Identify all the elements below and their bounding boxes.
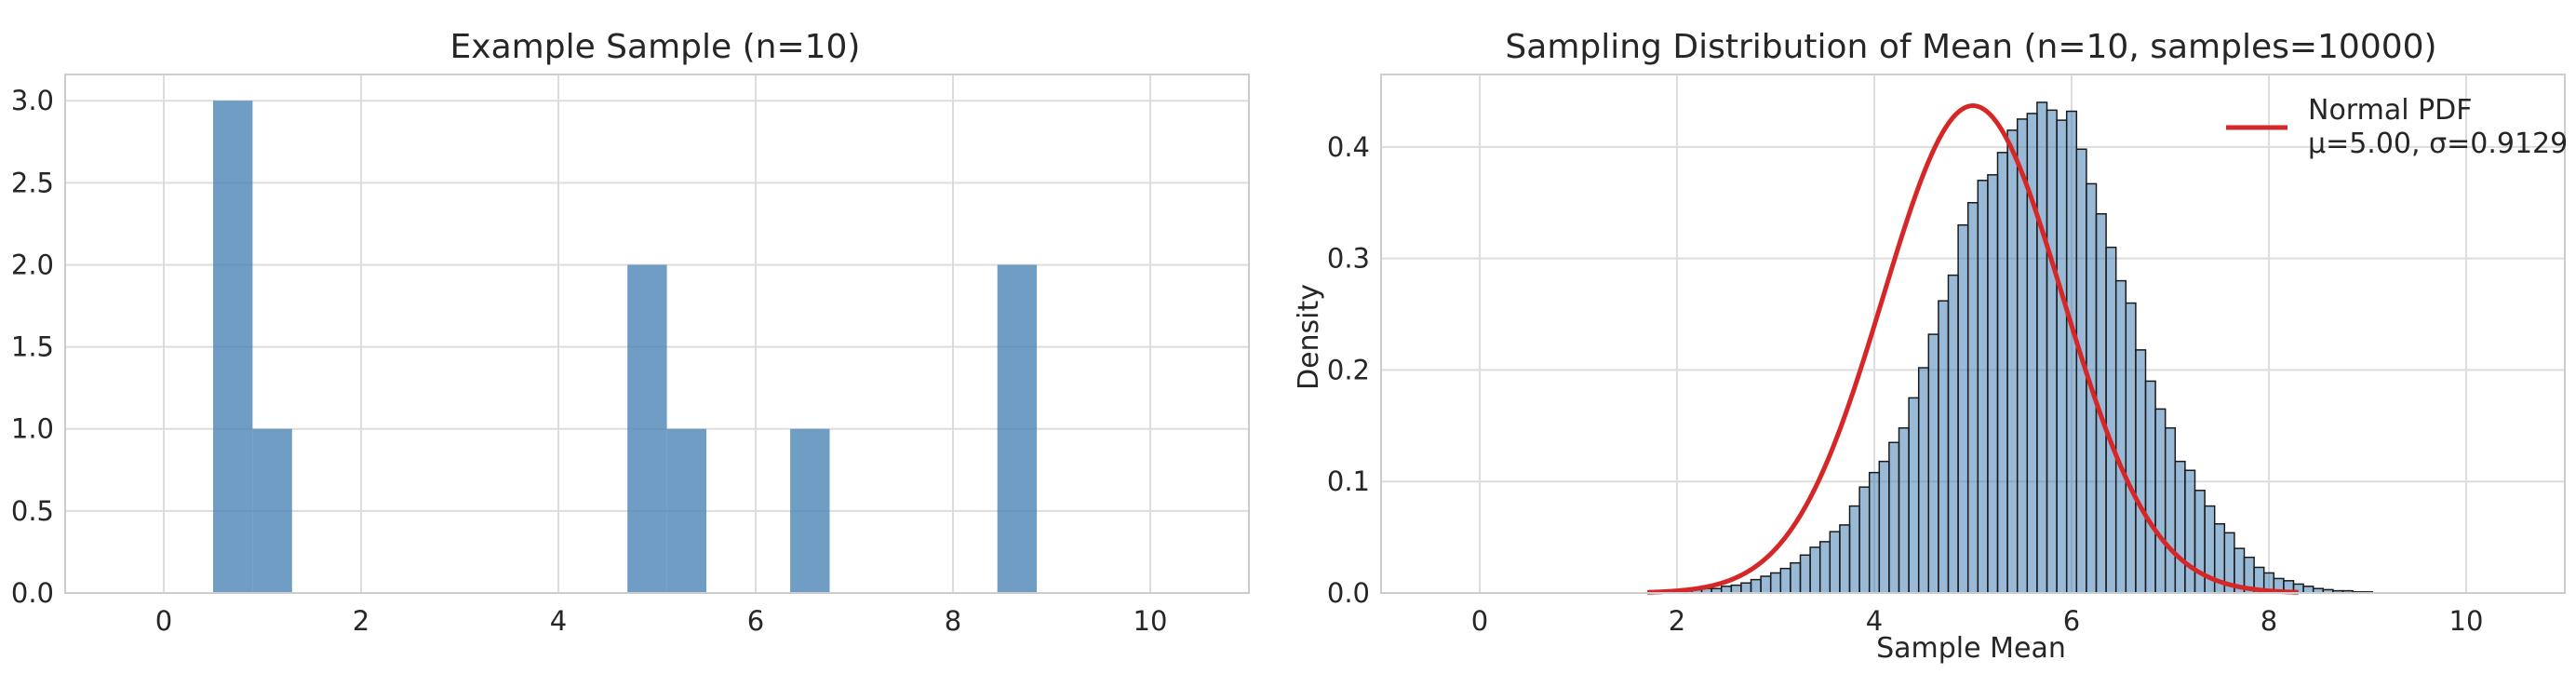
- x-tick-label: 8: [2261, 605, 2277, 637]
- x-tick-label: 8: [945, 605, 961, 637]
- density-bar: [2194, 490, 2206, 594]
- x-tick-label: 0: [1471, 605, 1488, 637]
- density-bar: [1868, 471, 1881, 594]
- y-tick-labels: 0.0 0.5 1.0 1.5 2.0 2.5 3.0: [11, 85, 54, 609]
- x-tick-label: 4: [1866, 605, 1883, 637]
- density-bar: [2125, 302, 2137, 594]
- density-bar: [1938, 300, 1950, 594]
- y-tick-label: 3.0: [11, 85, 54, 116]
- density-bar: [2065, 110, 2078, 594]
- histogram-bar: [790, 428, 830, 593]
- x-tick-label: 10: [2449, 605, 2484, 637]
- density-bar: [2006, 129, 2019, 594]
- density-bar: [1917, 367, 1930, 594]
- density-bar: [1996, 152, 2008, 594]
- legend: Normal PDF μ=5.00, σ=0.9129: [2226, 94, 2568, 160]
- legend-label: Normal PDF: [2308, 94, 2473, 127]
- density-bar: [1957, 223, 1969, 594]
- x-tick-labels: 0 2 4 6 8 10: [155, 605, 1168, 637]
- density-bar: [2164, 426, 2177, 594]
- density-bar: [1987, 174, 1999, 594]
- density-bar: [2046, 109, 2058, 594]
- x-tick-label: 6: [2063, 605, 2080, 637]
- density-bar: [1839, 524, 1851, 594]
- y-tick-label: 0.5: [11, 495, 54, 527]
- histogram-bars: [213, 101, 1038, 594]
- density-bar: [2056, 119, 2068, 594]
- density-bar: [1779, 567, 1791, 594]
- density-bar: [1848, 505, 1860, 594]
- density-bar: [2135, 349, 2147, 594]
- density-bar: [1790, 561, 1802, 594]
- x-tick-label: 2: [353, 605, 369, 637]
- y-tick-labels: 0.0 0.1 0.2 0.3 0.4: [1327, 131, 1370, 609]
- histogram-bar: [666, 428, 706, 593]
- density-bar: [2302, 586, 2314, 594]
- y-tick-label: 1.5: [11, 331, 54, 363]
- density-bar: [1858, 486, 1871, 594]
- density-bar: [1740, 582, 1752, 594]
- y-tick-label: 2.0: [11, 249, 54, 280]
- x-tick-label: 4: [550, 605, 567, 637]
- density-bar: [1878, 460, 1890, 594]
- density-bar: [2016, 118, 2029, 594]
- y-tick-label: 0.0: [11, 577, 54, 609]
- sampling-distribution-panel: Sampling Distribution of Mean (n=10, sam…: [1293, 28, 2568, 665]
- density-bar: [2036, 101, 2048, 594]
- density-bar: [1720, 586, 1733, 594]
- density-bar: [1927, 333, 1939, 594]
- x-tick-label: 2: [1669, 605, 1685, 637]
- density-bar: [1760, 575, 1772, 594]
- histogram-bar: [252, 428, 292, 593]
- density-bar: [1888, 441, 1900, 594]
- density-bar: [2184, 469, 2196, 594]
- density-bar: [1908, 397, 1920, 594]
- chart-title: Sampling Distribution of Mean (n=10, sam…: [1505, 28, 2436, 66]
- y-tick-label: 0.0: [1327, 577, 1370, 609]
- plot-frame: [64, 74, 1250, 594]
- plot-frame: [1380, 74, 2566, 594]
- x-tick-label: 6: [747, 605, 764, 637]
- density-bar: [1977, 180, 1989, 594]
- density-bar: [1966, 202, 1979, 594]
- density-bar: [1799, 554, 1811, 594]
- density-bar: [2144, 380, 2156, 594]
- y-tick-label: 2.5: [11, 167, 54, 198]
- x-tick-label: 10: [1134, 605, 1168, 637]
- density-bar: [1947, 274, 1959, 594]
- histogram-bar: [997, 264, 1038, 593]
- density-bar: [2174, 460, 2186, 594]
- legend-label: μ=5.00, σ=0.9129: [2308, 128, 2568, 160]
- density-bar: [1809, 546, 1821, 594]
- normal-pdf-line: [1647, 103, 2299, 595]
- density-bar: [1750, 578, 1762, 594]
- chart-title: Example Sample (n=10): [450, 28, 861, 66]
- y-tick-label: 0.3: [1327, 243, 1370, 275]
- density-bar: [1769, 572, 1782, 594]
- x-axis-label: Sample Mean: [1876, 632, 2066, 665]
- histogram-bar: [627, 264, 667, 593]
- y-tick-label: 0.1: [1327, 465, 1370, 497]
- y-tick-label: 1.0: [11, 413, 54, 445]
- x-tick-labels: 0 2 4 6 8 10: [1471, 605, 2484, 637]
- density-bar: [1818, 541, 1831, 594]
- density-bar: [2154, 408, 2167, 594]
- density-bar: [2105, 246, 2117, 594]
- density-bar: [2114, 279, 2127, 594]
- histogram-bar: [213, 101, 253, 594]
- y-axis-label: Density: [1293, 284, 1325, 390]
- y-tick-label: 0.4: [1327, 131, 1370, 163]
- x-tick-label: 0: [155, 605, 172, 637]
- density-bar: [1730, 584, 1742, 594]
- example-sample-panel: Example Sample (n=10) 0 2 4 6 8 10 0.0 0.5 1.0 1…: [11, 28, 1250, 637]
- y-tick-label: 0.2: [1327, 354, 1370, 385]
- density-bar: [1898, 426, 1910, 594]
- density-bar: [1829, 531, 1841, 594]
